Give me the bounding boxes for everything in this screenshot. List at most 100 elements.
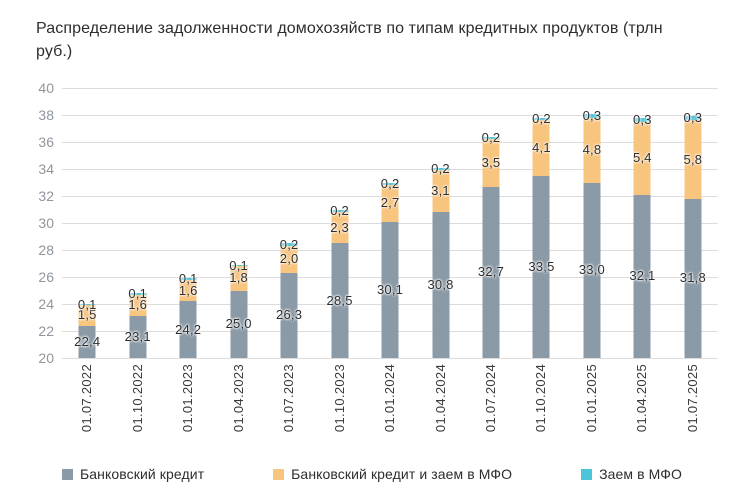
y-tick-label: 22 [38, 323, 54, 339]
x-tick-label: 01.01.2025 [583, 364, 599, 433]
bar-segment [532, 117, 550, 121]
bar-segment [583, 182, 601, 358]
legend-swatch-icon [62, 468, 73, 480]
value-label: 2,3 [330, 219, 349, 235]
value-label: 1,6 [178, 282, 198, 298]
bar-segment [381, 185, 399, 222]
value-label: 30,1 [376, 281, 404, 297]
bar-segment [432, 212, 450, 358]
legend-item: Заем в МФО [581, 466, 682, 482]
x-tick-label: 01.04.2023 [230, 364, 246, 433]
x-tick-label: 01.07.2023 [281, 364, 297, 433]
bar-group-01.04.2025: 32,1 5,4 0,3 [617, 88, 667, 358]
value-label: 0,2 [481, 129, 501, 145]
value-label: 0,2 [330, 202, 349, 218]
bar-group-01.04.2023: 25,0 1,8 0,1 [213, 88, 263, 358]
bar-segment [179, 301, 197, 358]
value-label: 0,2 [380, 175, 400, 191]
value-label: 2,0 [279, 251, 299, 267]
plot-area: 22,4 1,5 0,1 23,1 1,6 0,1 24,2 1,6 0,1 25,0 1,8 0,1… [62, 88, 718, 359]
value-label: 23,1 [124, 329, 151, 345]
x-tick-label: 01.01.2023 [180, 364, 196, 433]
bar-stack [583, 113, 601, 358]
value-label: 5,8 [683, 151, 703, 167]
bar-stack [482, 136, 500, 358]
bar-segment [331, 212, 349, 244]
bar-segment [633, 121, 651, 195]
y-tick-label: 36 [38, 134, 54, 150]
bar-segment [129, 316, 147, 358]
legend: Банковский кредит Банковский кредит и зае… [62, 466, 682, 482]
value-label: 0,1 [229, 257, 248, 273]
bar-group-01.04.2024: 30,8 3,1 0,2 [415, 88, 465, 358]
value-label: 3,1 [431, 183, 450, 199]
bar-segment [129, 294, 147, 317]
value-label: 4,8 [582, 142, 602, 158]
y-tick-label: 24 [38, 296, 54, 312]
chart-title: Распределение задолженности домохозяйств… [36, 20, 663, 60]
bar-stack [179, 278, 197, 358]
value-label: 25,0 [225, 316, 252, 332]
gridline [62, 88, 718, 89]
gridline [62, 169, 718, 170]
value-label: 33,0 [578, 262, 605, 278]
x-tick-cell: 01.10.2024 [516, 364, 566, 452]
bar-segment [381, 221, 399, 358]
bar-segment [684, 120, 702, 199]
y-tick-label: 40 [38, 80, 54, 96]
bar-segment [78, 325, 96, 358]
value-label: 0,1 [178, 271, 198, 287]
bar-segment [482, 136, 500, 140]
bar-segment [78, 304, 96, 306]
x-tick-label: 01.07.2025 [684, 364, 700, 433]
bar-stack [684, 116, 702, 358]
bar-segment [331, 243, 349, 358]
x-tick-label: 01.04.2024 [432, 364, 448, 433]
bar-segment [633, 194, 651, 358]
bars: 22,4 1,5 0,1 23,1 1,6 0,1 24,2 1,6 0,1 25,0 1,8 0,1… [62, 88, 718, 358]
x-tick-cell: 01.07.2022 [62, 364, 112, 452]
value-label: 1,5 [77, 307, 97, 323]
value-label: 5,4 [633, 150, 652, 166]
bar-segment [78, 305, 96, 326]
bar-segment [280, 243, 298, 246]
stacked-bar-chart: 40 38 36 34 32 30 28 26 24 22 20 22,4 1,5 0,1 23,1 1,6… [0, 80, 733, 366]
y-tick-label: 26 [38, 269, 54, 285]
y-tick-label: 28 [38, 242, 54, 258]
value-label: 22,4 [74, 333, 101, 349]
bar-stack [78, 304, 96, 358]
legend-swatch-icon [273, 468, 285, 480]
bar-segment [179, 279, 197, 302]
x-tick-label: 01.04.2025 [634, 364, 650, 433]
bar-segment [280, 272, 298, 358]
value-label: 32,1 [629, 268, 656, 284]
bar-segment [583, 113, 601, 118]
legend-label: Банковский кредит и заем в МФО [291, 466, 513, 482]
value-label: 31,8 [679, 270, 706, 286]
value-label: 1,8 [229, 270, 248, 286]
value-label: 0,3 [633, 111, 652, 127]
bar-group-01.01.2025: 33,0 4,8 0,3 [567, 88, 617, 358]
x-tick-cell: 01.01.2024 [365, 364, 415, 452]
x-tick-cell: 01.04.2024 [415, 364, 465, 452]
value-label: 24,2 [175, 321, 202, 337]
x-axis: 01.07.2022 01.10.2022 01.01.2023 01.04.2023… [62, 364, 718, 452]
bar-stack [331, 209, 349, 358]
y-tick-label: 38 [38, 107, 54, 123]
bar-group-01.07.2024: 32,7 3,5 0,2 [466, 88, 516, 358]
y-axis: 40 38 36 34 32 30 28 26 24 22 20 [0, 80, 54, 366]
legend-item: Банковский кредит [62, 466, 204, 482]
bar-segment [482, 139, 500, 187]
bar-group-01.07.2025: 31,8 5,8 0,3 [668, 88, 718, 358]
bar-stack [230, 264, 248, 358]
x-tick-cell: 01.01.2023 [163, 364, 213, 452]
bar-segment [432, 170, 450, 213]
x-tick-label: 01.01.2024 [382, 364, 398, 433]
value-label: 28,5 [326, 292, 353, 308]
bar-segment [583, 117, 601, 183]
bar-segment [230, 290, 248, 358]
x-tick-label: 01.10.2023 [331, 364, 347, 433]
legend-label: Банковский кредит [80, 466, 205, 482]
value-label: 0,3 [582, 107, 602, 123]
